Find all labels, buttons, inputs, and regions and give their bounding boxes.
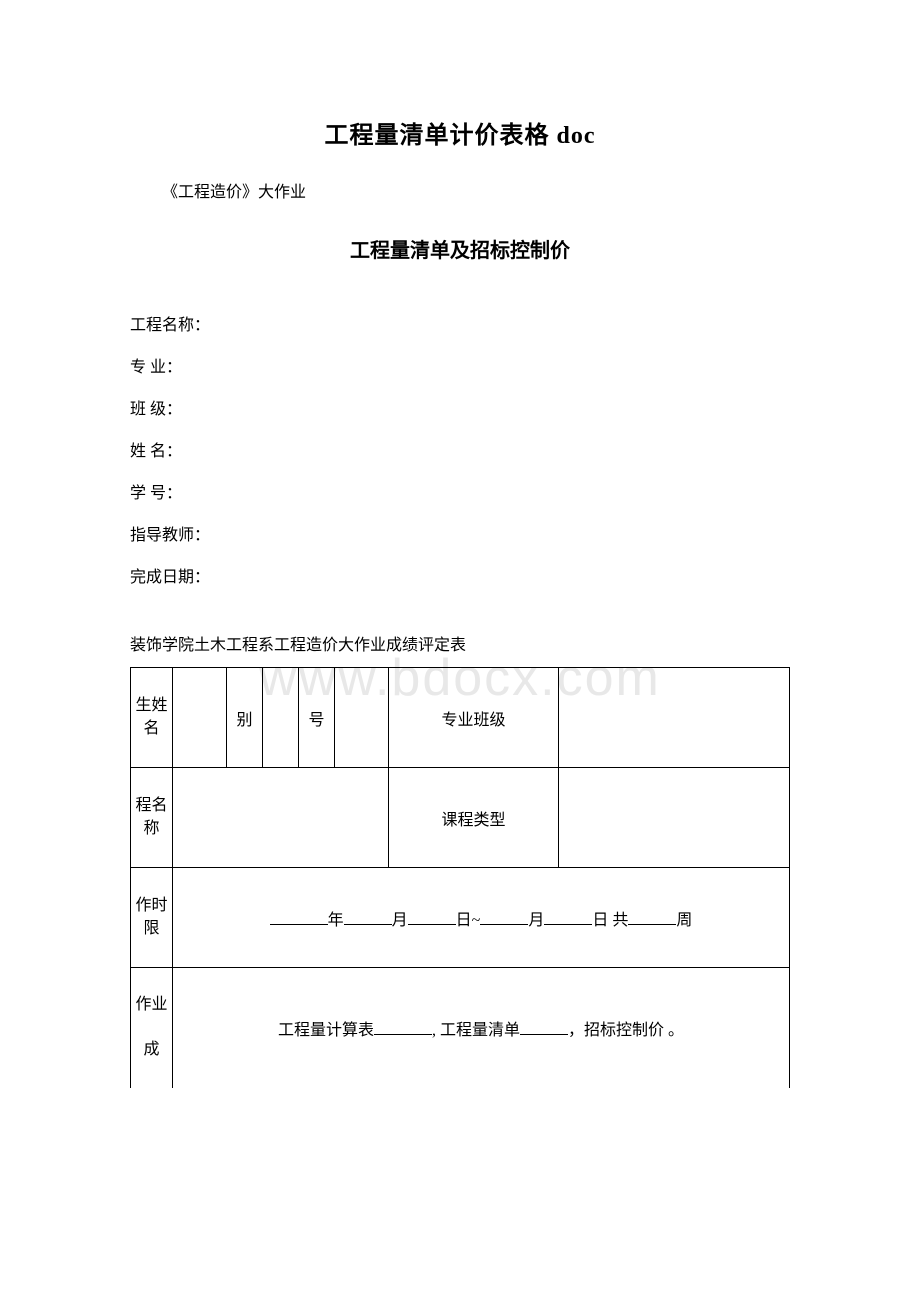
table-title: 装饰学院土木工程系工程造价大作业成绩评定表 <box>130 631 790 655</box>
grade-table: 生姓名 别 号 专业班级 程名称 课程类型 作时限 年 月 日~ 月 日 共 周 作业 成… <box>130 667 790 1088</box>
cell-work-content: 工程量计算表 , 工程量清单 ，招标控制价 。 <box>173 968 790 1088</box>
cell-blank <box>263 668 299 768</box>
field-class: 班 级： <box>130 395 790 419</box>
field-project-name: 工程名称： <box>130 311 790 335</box>
blank-day2 <box>544 909 592 925</box>
table-row: 程名称 课程类型 <box>131 768 790 868</box>
text-sep: ~ <box>472 912 481 929</box>
cell-blank <box>559 768 790 868</box>
text-month: 月 <box>392 912 408 929</box>
cell-blank <box>173 768 389 868</box>
field-student-id: 学 号： <box>130 479 790 503</box>
row-label-period: 作时限 <box>131 868 173 968</box>
blank-day <box>408 909 456 925</box>
row-label-course: 程名称 <box>131 768 173 868</box>
cell-gender-label: 别 <box>227 668 263 768</box>
text-day2: 日 共 <box>592 912 628 929</box>
field-instructor: 指导教师： <box>130 521 790 545</box>
cell-blank <box>173 668 227 768</box>
field-major: 专 业： <box>130 353 790 377</box>
table-row: 生姓名 别 号 专业班级 <box>131 668 790 768</box>
text-work-label: 作业 <box>135 996 167 1013</box>
row-label-work: 作业 成 <box>131 968 173 1088</box>
blank-month <box>344 909 392 925</box>
cell-number-label: 号 <box>299 668 335 768</box>
field-name: 姓 名： <box>130 437 790 461</box>
text-week: 周 <box>676 912 692 929</box>
blank-year <box>270 909 328 925</box>
text-bill: , 工程量清单 <box>432 1022 520 1039</box>
cell-blank <box>335 668 389 768</box>
text-day: 日 <box>456 912 472 929</box>
section-title: 工程量清单及招标控制价 <box>130 234 790 263</box>
text-month2: 月 <box>528 912 544 929</box>
cell-major-class-label: 专业班级 <box>389 668 559 768</box>
table-row: 作业 成 工程量计算表 , 工程量清单 ，招标控制价 。 <box>131 968 790 1088</box>
main-title: 工程量清单计价表格 doc <box>130 115 790 150</box>
cell-course-type-label: 课程类型 <box>389 768 559 868</box>
field-completion-date: 完成日期： <box>130 563 790 587</box>
table-row: 作时限 年 月 日~ 月 日 共 周 <box>131 868 790 968</box>
blank-bill <box>520 1019 568 1035</box>
blank-calc <box>374 1019 432 1035</box>
blank-month2 <box>480 909 528 925</box>
sub-heading: 《工程造价》大作业 <box>130 178 790 202</box>
text-grade-label: 成 <box>143 1041 159 1058</box>
blank-week <box>628 909 676 925</box>
row-label-name: 生姓名 <box>131 668 173 768</box>
text-year: 年 <box>328 912 344 929</box>
text-control: ，招标控制价 。 <box>568 1022 684 1039</box>
cell-blank <box>559 668 790 768</box>
text-calc-sheet: 工程量计算表 <box>278 1022 374 1039</box>
cell-period-content: 年 月 日~ 月 日 共 周 <box>173 868 790 968</box>
